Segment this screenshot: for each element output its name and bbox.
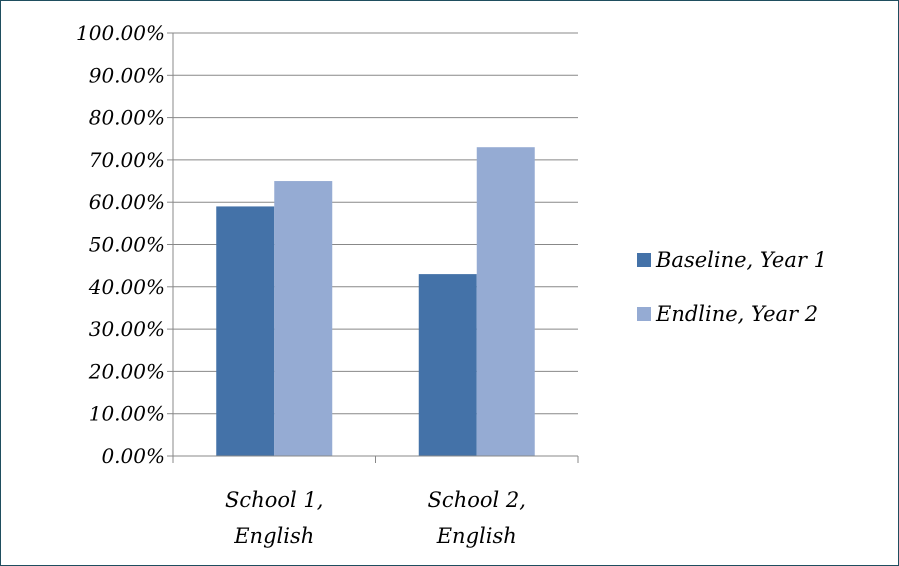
bar <box>216 206 275 456</box>
bars <box>216 147 535 457</box>
legend-item: Baseline, Year 1 <box>637 248 827 272</box>
y-tick-label: 40.00% <box>88 275 165 299</box>
legend: Baseline, Year 1 Endline, Year 2 <box>637 248 827 326</box>
bar <box>476 147 535 456</box>
y-tick-label: 80.00% <box>89 106 165 130</box>
x-tick-labels: School 1, English School 2, English <box>225 488 526 548</box>
legend-swatch <box>637 307 651 321</box>
y-tick-label: 100.00% <box>76 21 165 45</box>
legend-label: Baseline, Year 1 <box>655 248 827 272</box>
y-tick-label: 60.00% <box>89 190 165 214</box>
y-tick-labels: 0.00% 10.00% 20.00% 30.00% 40.00% 50.00% 60.00… <box>76 21 165 468</box>
legend-item: Endline, Year 2 <box>637 302 818 326</box>
y-tick-label: 70.00% <box>89 148 165 172</box>
y-tick-label: 20.00% <box>88 359 165 383</box>
x-tick-label: School 2, English <box>428 488 526 548</box>
bar <box>418 274 477 456</box>
axes <box>167 32 579 463</box>
y-tick-label: 50.00% <box>89 233 165 257</box>
legend-swatch <box>637 253 651 267</box>
bar <box>274 181 333 457</box>
y-tick-label: 30.00% <box>89 317 165 341</box>
legend-label: Endline, Year 2 <box>655 302 818 326</box>
x-tick-label: School 1, English <box>225 488 323 548</box>
y-tick-label: 90.00% <box>89 63 165 87</box>
y-tick-label: 0.00% <box>101 444 165 468</box>
y-tick-label: 10.00% <box>89 402 165 426</box>
